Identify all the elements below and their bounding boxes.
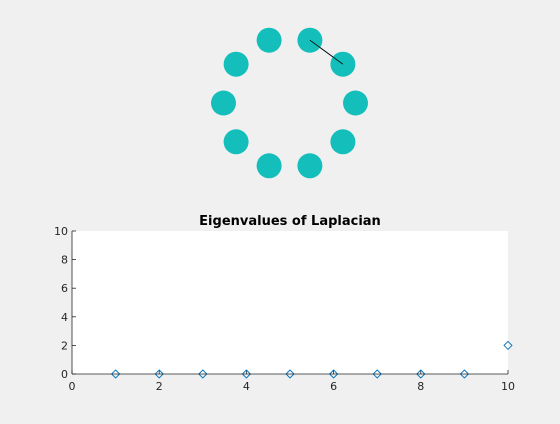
x-tick-label-1: 2 <box>156 380 163 393</box>
eigenvalue-point-3 <box>198 369 208 379</box>
eigenvalue-point-9 <box>459 369 470 379</box>
eigenvalue-point-8 <box>416 369 426 379</box>
eigenvalue-point-10 <box>503 340 513 351</box>
eigenvalue-point-2 <box>154 369 164 379</box>
x-tick-label-5: 10 <box>501 380 515 393</box>
graph-node-3 <box>343 90 368 116</box>
eigenvalue-point-7 <box>372 369 382 379</box>
axis-ticks: 0 2 4 6 8 10 0 2 4 6 8 10 <box>54 225 515 393</box>
chart-title: Eigenvalues of Laplacian <box>199 214 381 229</box>
graph-node-10 <box>256 27 282 53</box>
graph-node-7 <box>223 129 249 155</box>
x-tick-label-3: 6 <box>330 380 337 393</box>
y-tick-label-5: 10 <box>54 225 68 238</box>
axes-background <box>72 231 508 374</box>
y-tick-label-2: 4 <box>61 311 68 324</box>
eigenvalue-axes: 0 2 4 6 8 10 0 2 4 6 8 10 Eigenvalues of Laplacian <box>54 214 515 393</box>
graph-node-4 <box>330 129 356 155</box>
y-tick-label-3: 6 <box>61 282 68 295</box>
x-tick-label-2: 4 <box>243 380 250 393</box>
eigenvalue-point-6 <box>328 369 339 379</box>
eigenvalue-point-5 <box>285 369 295 379</box>
graph-plot <box>211 27 368 179</box>
x-tick-label-4: 8 <box>417 380 424 393</box>
graph-edge-overlay-0 <box>309 39 344 65</box>
eigenvalue-point-4 <box>241 369 252 379</box>
y-tick-label-0: 0 <box>61 368 68 381</box>
y-tick-label-4: 8 <box>61 254 68 267</box>
x-tick-label-0: 0 <box>69 380 76 393</box>
eigenvalue-markers <box>110 340 513 379</box>
graph-node-5 <box>297 153 323 179</box>
graph-node-9 <box>223 51 249 77</box>
y-tick-label-1: 2 <box>61 339 68 352</box>
graph-node-8 <box>211 90 236 116</box>
eigenvalue-point-1 <box>110 369 121 379</box>
graph-node-6 <box>256 153 282 179</box>
